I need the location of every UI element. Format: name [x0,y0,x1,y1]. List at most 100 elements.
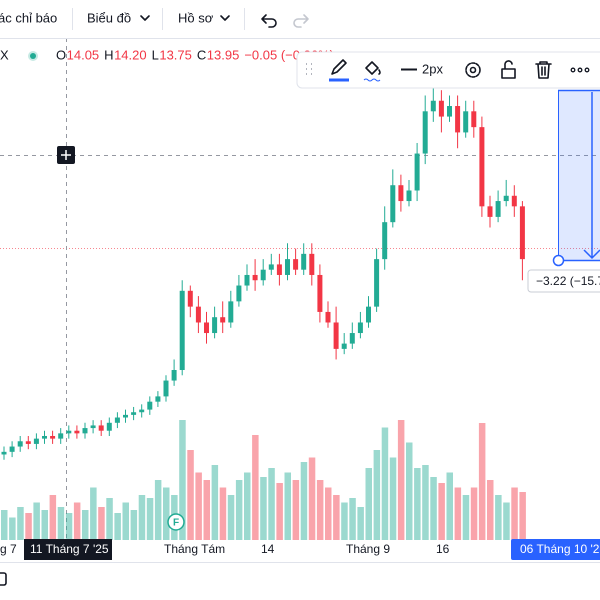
fill-color [363,78,381,82]
legend-l-label: L [152,47,159,62]
volume-bar [49,495,57,540]
volume-bar [389,457,397,540]
candle-body [382,222,388,260]
candle-body [25,441,31,444]
volume-bar [252,435,259,540]
candle-body [374,259,380,307]
candle-body [390,185,396,223]
pen-icon[interactable] [331,59,347,75]
crosshair-time-box [24,539,112,560]
candle-body [268,264,274,270]
volume-bar [98,507,105,540]
volume-bar [114,513,121,540]
candle-body [276,264,282,275]
candle-body [82,428,88,434]
volume-bar [235,480,243,540]
candle-body [139,409,145,413]
candle-body [50,435,56,439]
volume-bar [422,465,429,540]
volume-bar [57,507,65,540]
volume-bar [292,480,300,540]
status-dot-core [30,53,36,59]
volume-bar [414,468,421,540]
candle-body [74,430,80,434]
candle-body [195,306,201,323]
candle-body [349,333,355,344]
undo[interactable] [261,14,277,28]
candle-body [519,206,525,260]
volume-bar [130,510,138,540]
legend-c-label: C [197,47,206,62]
candle-body [228,301,234,323]
volume-bar [511,487,518,540]
volume-bar [106,498,113,540]
volume-bar [325,487,332,540]
volume-bar [122,502,129,540]
fill-icon[interactable] [365,61,381,75]
volume-bar [438,483,445,540]
more-button[interactable] [566,58,594,82]
candle-body [9,446,15,452]
candle-body [325,311,331,323]
profile-menu[interactable]: Hồ sơ [178,10,214,25]
legend-h: 14.20 [114,47,147,62]
candle-body [357,322,363,334]
candle-body [33,438,39,444]
calendar-icon[interactable] [0,572,7,586]
candle-body [114,417,120,423]
event-marker[interactable] [167,513,185,531]
volume-bar [211,465,219,540]
candle-body [123,414,128,418]
settings-icon[interactable] [465,62,481,78]
volume-bar [268,468,275,540]
volume-bar [276,483,283,540]
candle-body [285,259,290,275]
volume-bar [430,477,437,540]
candle-body [131,412,137,415]
redo[interactable] [293,14,309,28]
candle-body [438,100,444,117]
candle-body [503,195,509,202]
settings-core [469,66,477,74]
time-label: 06 Tháng 10 '25 [520,542,600,556]
chart-menu[interactable]: Biểu đồ [87,10,131,25]
candle-body [212,317,218,334]
volume-bar [260,477,267,540]
chart-area: F −3.22 (−15.78%) g 7 11 Tháng 7 '25 Tháng T… [0,38,600,560]
candle-body [155,396,161,402]
candle-body [42,435,47,439]
drawing-toolbar: 2px [296,51,600,89]
volume-bar [154,480,162,540]
add-icon [61,150,71,160]
volume-bar [284,472,291,540]
candle-body [147,401,153,410]
legend-o-label: O [56,47,66,62]
candle-body [1,451,7,455]
volume-bar [503,502,510,540]
candle-body [463,111,469,133]
volume-bar [41,510,48,540]
volume-bar [179,420,186,540]
volume-bar [219,487,227,540]
time-label: 14 [261,542,275,556]
volume-bar [365,468,372,540]
more-dot [584,67,590,73]
candle-body [163,380,169,397]
volume-bar [195,472,202,540]
measure-label-box [527,269,600,293]
volume-bar [519,492,526,540]
unlock-icon[interactable] [501,60,516,79]
delete-icon[interactable] [535,61,552,79]
volume-bar [187,450,194,540]
volume-bar [1,510,8,540]
indicators-button[interactable]: ác chỉ báo [0,10,57,25]
chevron [140,15,150,21]
chevron [220,15,230,21]
candle-body [511,195,517,207]
candle-body [236,285,242,302]
measure-handle[interactable] [552,254,565,267]
volume-bar [397,420,405,540]
candle-body [179,290,185,370]
candle-body [204,322,209,334]
drawing-toolbar-bg [296,51,600,89]
